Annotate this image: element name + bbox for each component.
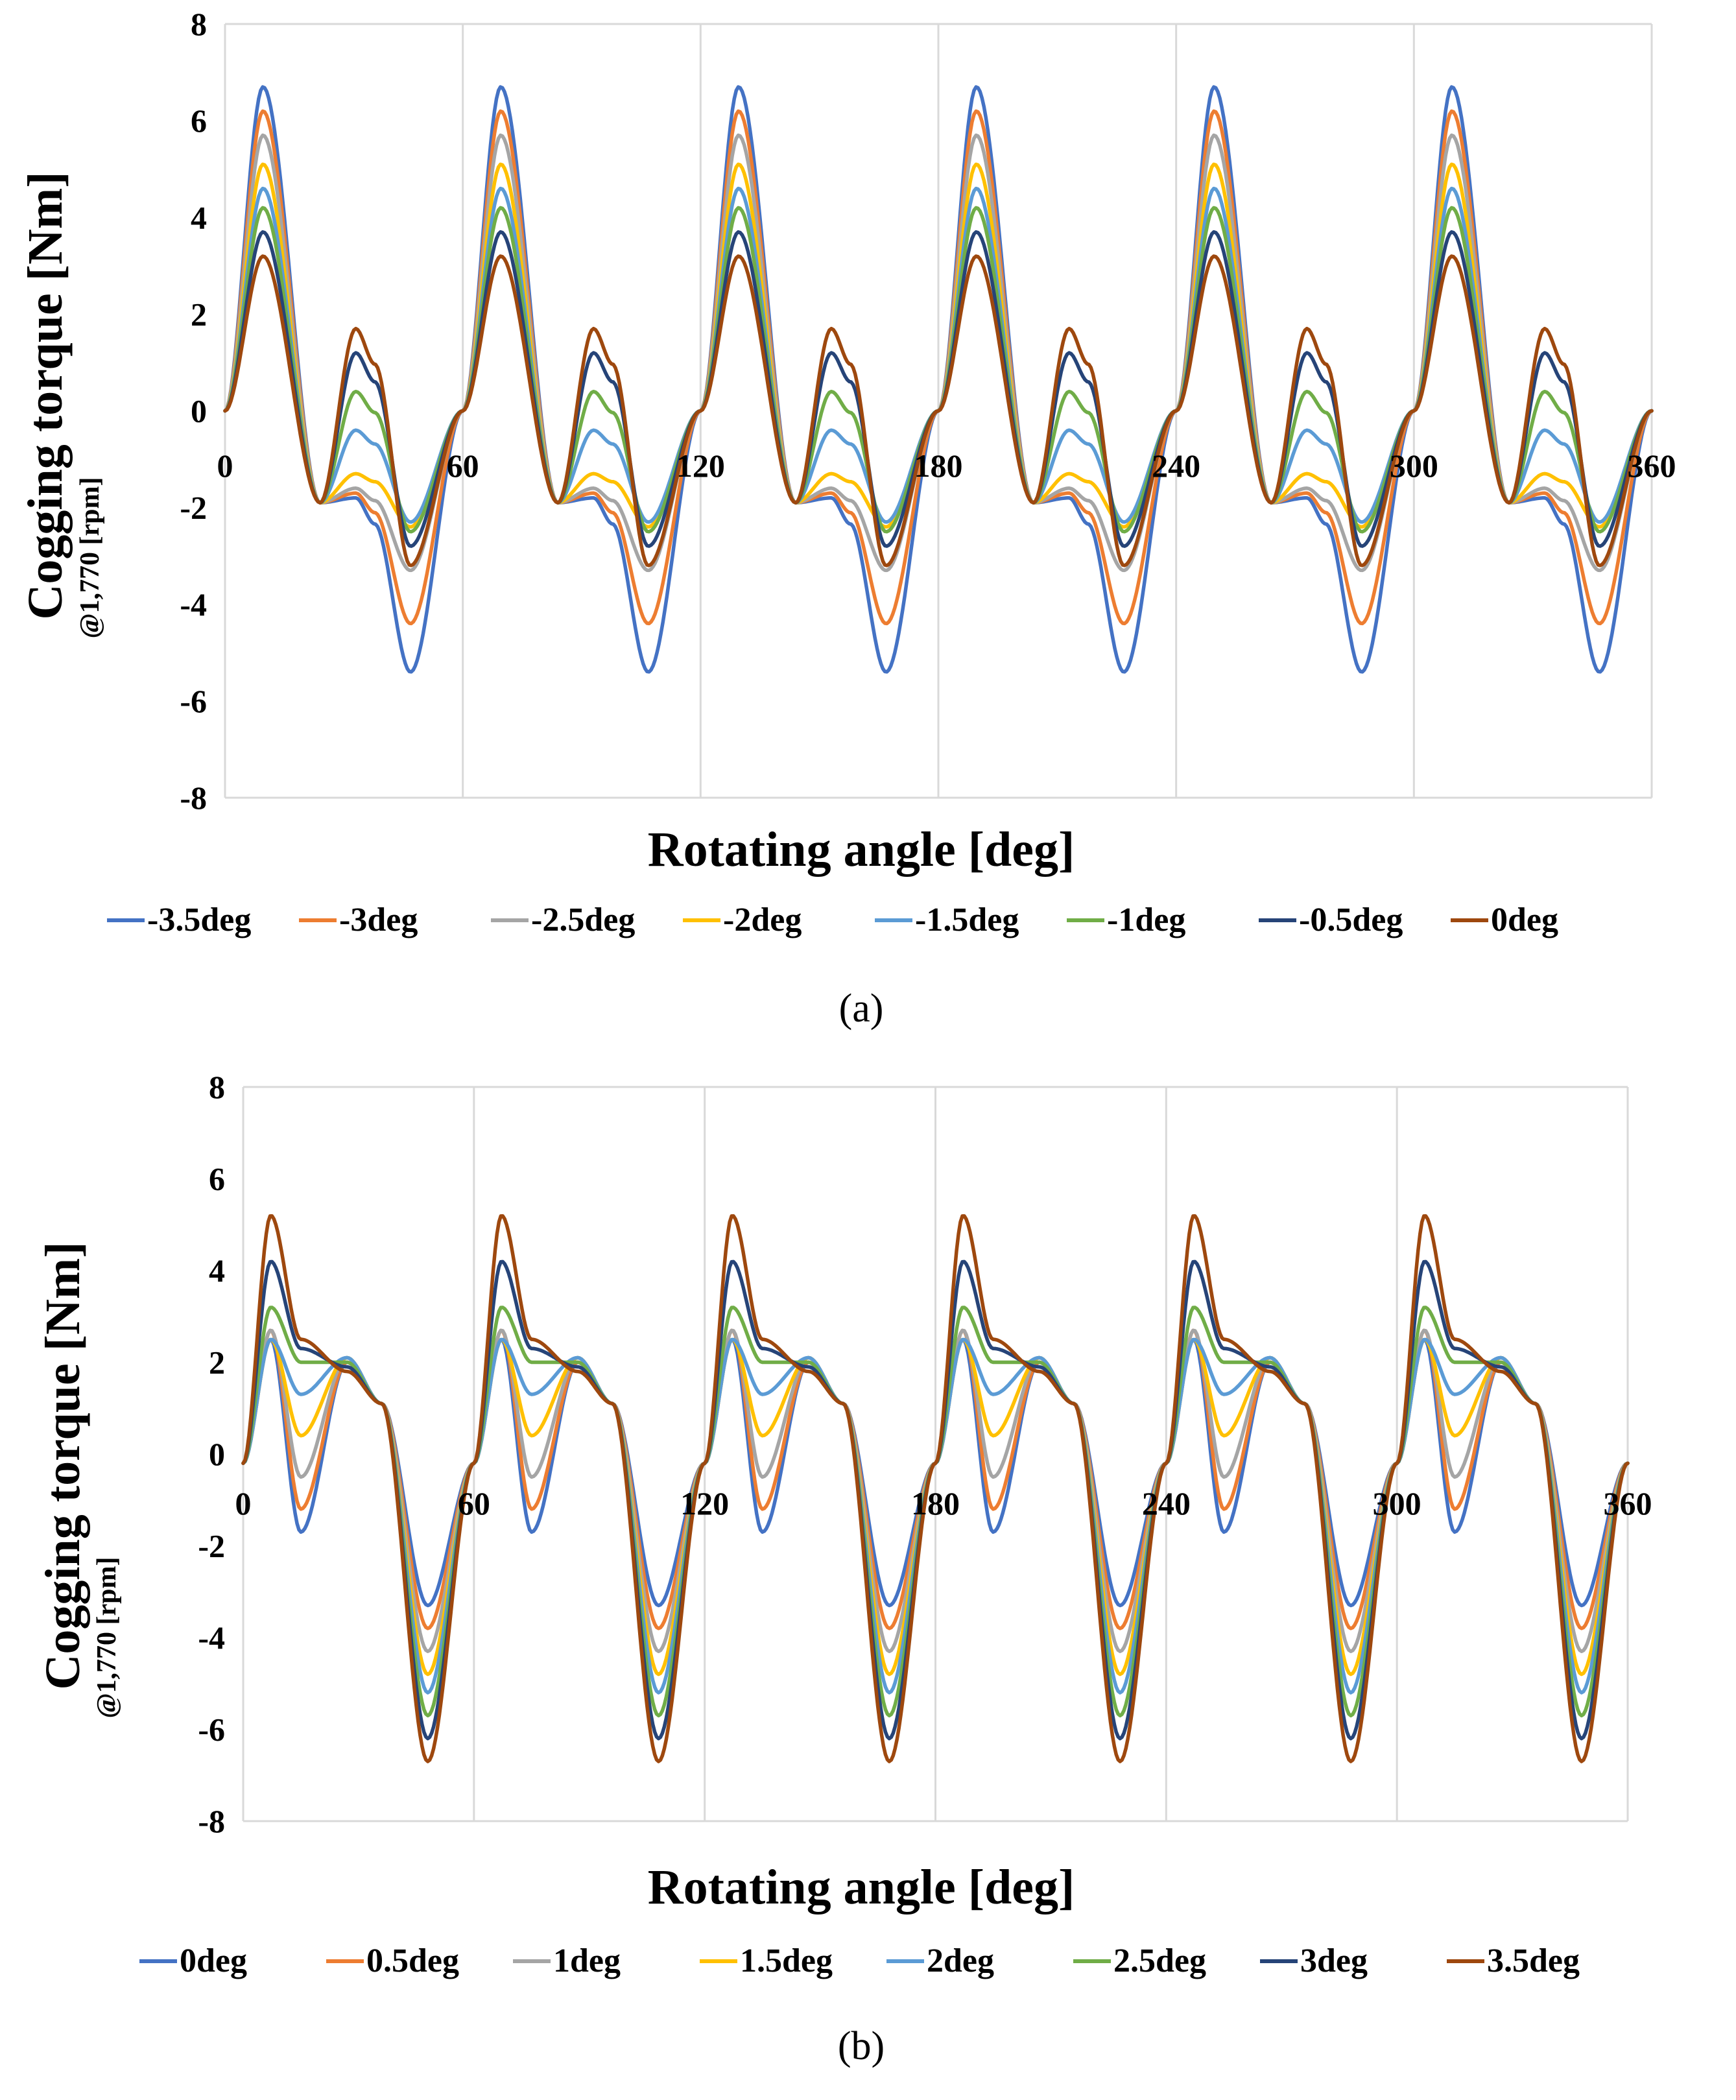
legend-label: -3deg (339, 901, 418, 938)
x-tick-label: 180 (911, 1485, 960, 1521)
legend-label: -1deg (1107, 901, 1185, 938)
y-tick-label: 6 (191, 102, 207, 139)
y-tick-label: 8 (209, 1069, 225, 1105)
x-tick-label: 120 (680, 1485, 729, 1521)
x-tick-label: 120 (676, 447, 725, 484)
x-tick-label: 60 (447, 447, 479, 484)
legend-label: -0.5deg (1299, 901, 1403, 938)
x-tick-label: 360 (1628, 447, 1676, 484)
y-axis-title-a: Cogging torque [Nm] (18, 171, 73, 619)
y-tick-label: 0 (191, 393, 207, 429)
y-tick-labels-a: 8 6 4 2 0 -2 -4 -6 -8 (180, 6, 207, 816)
y-tick-label: 4 (191, 199, 207, 235)
legend-label: 1deg (553, 1942, 621, 1979)
y-tick-label: 6 (209, 1161, 225, 1197)
legend-label: 2deg (927, 1942, 994, 1979)
legend-label: 1.5deg (740, 1942, 833, 1979)
y-tick-label: -4 (180, 586, 207, 623)
x-tick-label: 240 (1142, 1485, 1191, 1521)
y-tick-labels-b: 8 6 4 2 0 -2 -4 -6 -8 (198, 1069, 225, 1839)
y-tick-label: 2 (191, 296, 207, 332)
chart-panel-a: 8 6 4 2 0 -2 -4 -6 -8 0 60 120 180 240 300 360 Cogging… (18, 6, 1676, 1031)
y-tick-label: -4 (198, 1619, 225, 1656)
legend-b: 0deg 0.5deg 1deg 1.5deg 2deg 2.5deg 3deg 3.5deg (139, 1942, 1580, 1979)
series-line-0deg (223, 254, 1654, 567)
y-tick-label: -6 (180, 683, 207, 719)
x-tick-label: 60 (458, 1485, 490, 1521)
x-axis-title-a: Rotating angle [deg] (648, 822, 1075, 877)
legend-a: -3.5deg -3deg -2.5deg -2deg -1.5deg -1deg -0.5… (107, 901, 1558, 938)
legend-label: -3.5deg (147, 901, 251, 938)
x-tick-label: 0 (217, 447, 233, 484)
y-tick-label: -8 (198, 1803, 225, 1839)
legend-label: 3.5deg (1487, 1942, 1580, 1979)
y-tick-label: 0 (209, 1436, 225, 1472)
y-tick-label: 4 (209, 1252, 225, 1289)
series-line-3.5deg (241, 1214, 1630, 1763)
legend-label: 0deg (1491, 901, 1558, 938)
y-tick-label: -8 (180, 780, 207, 816)
x-axis-title-b: Rotating angle [deg] (648, 1860, 1075, 1915)
chart-panel-b: 8 6 4 2 0 -2 -4 -6 -8 0 60 120 180 240 300 360 Cogging… (36, 1069, 1652, 2068)
y-tick-label: 2 (209, 1344, 225, 1381)
x-tick-labels-b: 0 60 120 180 240 300 360 (235, 1485, 1652, 1521)
series-lines-a (223, 85, 1654, 674)
legend-label: -2deg (723, 901, 802, 938)
x-tick-label: 0 (235, 1485, 252, 1521)
legend-label: -1.5deg (915, 901, 1019, 938)
x-tick-label: 180 (914, 447, 963, 484)
y-axis-subtitle-a: @1,770 [rpm] (75, 477, 105, 638)
y-axis-title-b: Cogging torque [Nm] (36, 1241, 90, 1689)
legend-label: 2.5deg (1113, 1942, 1206, 1979)
x-tick-label: 240 (1152, 447, 1200, 484)
y-tick-label: -2 (180, 490, 207, 526)
legend-label: 0deg (180, 1942, 247, 1979)
panel-label-b: (b) (838, 2024, 885, 2068)
legend-label: -2.5deg (531, 901, 635, 938)
y-axis-subtitle-b: @1,770 [rpm] (92, 1557, 122, 1718)
legend-label: 0.5deg (366, 1942, 459, 1979)
x-tick-label: 300 (1390, 447, 1438, 484)
x-tick-labels-a: 0 60 120 180 240 300 360 (217, 447, 1676, 484)
y-tick-label: -2 (198, 1528, 225, 1564)
y-tick-label: -6 (198, 1712, 225, 1748)
grid-lines-b (242, 1086, 1629, 1822)
legend-label: 3deg (1300, 1942, 1368, 1979)
y-tick-label: 8 (191, 6, 207, 42)
x-tick-label: 300 (1373, 1485, 1421, 1521)
x-tick-label: 360 (1604, 1485, 1652, 1521)
panel-label-a: (a) (839, 986, 884, 1031)
series-lines-b (241, 1214, 1630, 1763)
